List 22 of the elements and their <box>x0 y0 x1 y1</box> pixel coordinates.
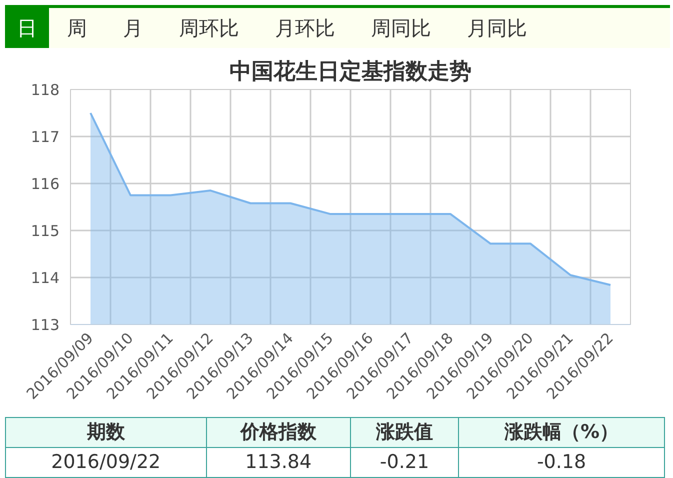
text: 周环比 <box>178 15 240 42</box>
y-tick-label: 116 <box>30 175 60 193</box>
y-tick-label: 118 <box>30 81 60 99</box>
text: 涨跌值 <box>350 418 459 448</box>
text: 2016/09/22 <box>6 448 206 478</box>
text: 月环比 <box>274 15 336 42</box>
text: -0.21 <box>350 448 459 478</box>
text: 月同比 <box>466 15 528 42</box>
text: -0.18 <box>458 448 664 478</box>
text: 价格指数 <box>206 418 350 448</box>
y-tick-label: 115 <box>30 222 60 240</box>
text: 113.84 <box>206 448 350 478</box>
text: 周同比 <box>370 15 432 42</box>
text: 日 <box>5 8 49 48</box>
y-tick-label: 117 <box>30 128 60 146</box>
text: 月 <box>122 15 144 42</box>
y-tick-label: 113 <box>30 316 60 334</box>
y-tick-label: 114 <box>30 269 60 287</box>
text: 周 <box>66 15 88 42</box>
text: 涨跌幅（%） <box>458 418 664 448</box>
text: 期数 <box>6 418 206 448</box>
chart-title: 中国花生日定基指数走势 <box>230 58 472 84</box>
